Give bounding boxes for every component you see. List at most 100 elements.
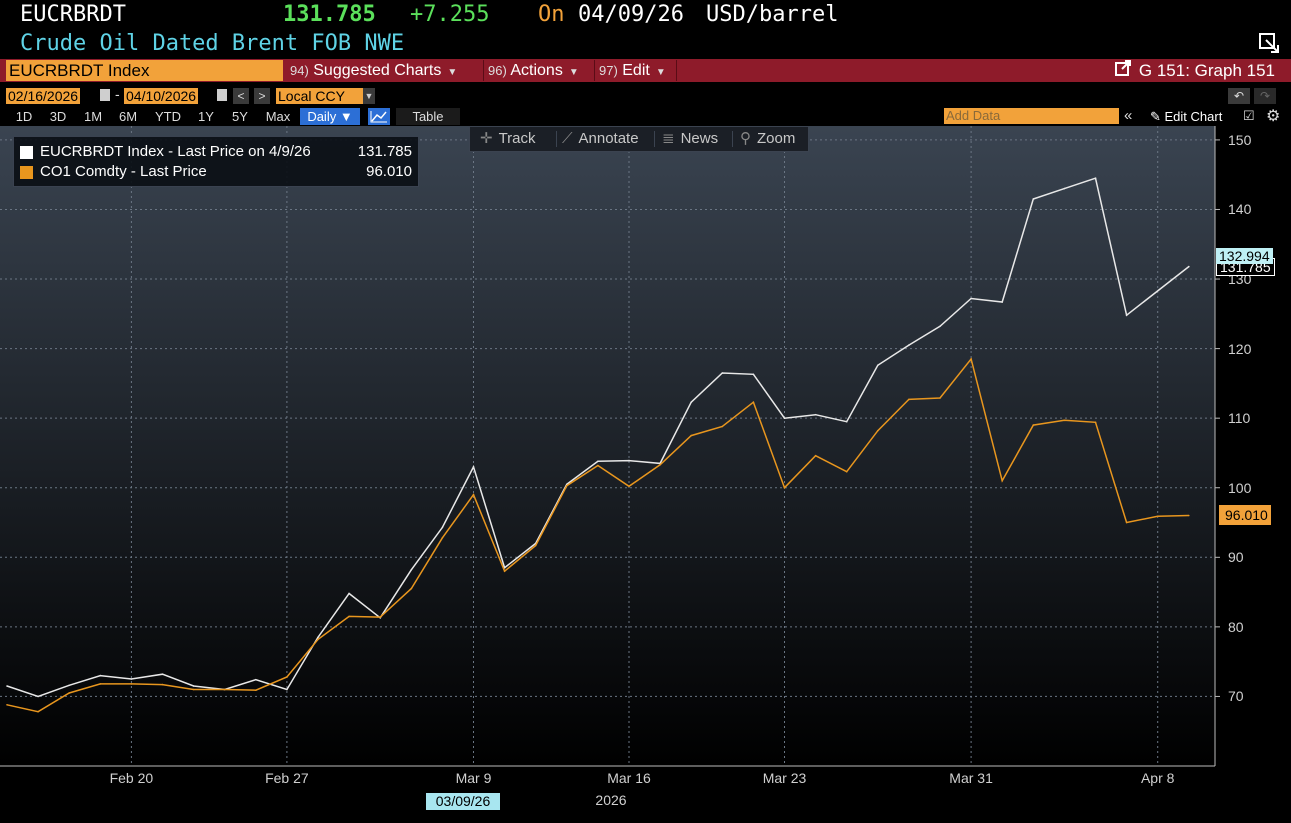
data-point bbox=[1125, 521, 1128, 524]
calendar-icon[interactable] bbox=[100, 89, 110, 101]
menu-bar bbox=[0, 59, 1291, 82]
cursor-price-tag: 132.994 bbox=[1216, 248, 1273, 264]
data-point bbox=[99, 683, 102, 685]
annotate-label: Annotate bbox=[578, 130, 639, 147]
prev-period-button[interactable]: < bbox=[233, 88, 249, 104]
calendar-icon[interactable] bbox=[217, 89, 227, 101]
graph-id-label: G 151: Graph 151 bbox=[1138, 61, 1275, 80]
range-ytd[interactable]: YTD bbox=[155, 109, 181, 124]
data-point bbox=[1063, 187, 1066, 190]
x-tick-label: Mar 16 bbox=[607, 770, 651, 786]
track-tool[interactable]: ✛ Track bbox=[480, 127, 536, 151]
data-point bbox=[908, 344, 910, 346]
y-tick-label: 140 bbox=[1228, 201, 1252, 218]
quote-header: EUCRBRDT 131.785 +7.255 On 04/09/26 USD/… bbox=[0, 0, 1291, 30]
expand-window-icon[interactable] bbox=[1258, 32, 1280, 54]
collapse-icon[interactable]: « bbox=[1124, 107, 1133, 124]
currency-select[interactable]: Local CCY bbox=[276, 88, 364, 104]
period-select[interactable]: Daily ▼ bbox=[300, 108, 360, 125]
table-button[interactable]: Table bbox=[396, 108, 460, 125]
data-point bbox=[255, 678, 257, 681]
chart-tools: ✛ Track ⟋ Annotate ≣ News ⚲ Zoom bbox=[469, 126, 809, 152]
range-1d[interactable]: 1D bbox=[15, 109, 33, 124]
chevron-down-icon[interactable]: ▼ bbox=[363, 88, 375, 104]
y-tick-label: 150 bbox=[1228, 131, 1252, 148]
suggested-charts-num: 94) bbox=[290, 63, 309, 78]
add-data-input[interactable]: Add Data bbox=[944, 108, 1119, 124]
price-chart[interactable] bbox=[0, 126, 1291, 823]
data-point bbox=[1188, 265, 1190, 268]
series-line-eucrbrdt[interactable] bbox=[6, 177, 1190, 698]
redo-button[interactable]: ↷ bbox=[1254, 88, 1276, 104]
legend-item-orange[interactable]: CO1 Comdty - Last Price 96.010 bbox=[20, 163, 412, 181]
y-tick-label: 90 bbox=[1228, 549, 1244, 566]
data-point bbox=[37, 710, 39, 713]
price-change: +7.255 bbox=[410, 2, 490, 27]
news-tool[interactable]: ≣ News bbox=[662, 127, 718, 151]
actions-menu[interactable]: 96) Actions ▼ bbox=[488, 60, 579, 81]
data-point bbox=[317, 638, 319, 641]
data-point bbox=[1188, 514, 1190, 517]
chart-legend[interactable]: EUCRBRDT Index - Last Price on 4/9/26 13… bbox=[13, 136, 419, 187]
data-point bbox=[597, 464, 599, 467]
next-period-button[interactable]: > bbox=[254, 88, 270, 104]
y-tick-label: 70 bbox=[1228, 688, 1244, 705]
grid bbox=[0, 126, 1215, 766]
range-3d[interactable]: 3D bbox=[49, 109, 67, 124]
y-tick-label: 120 bbox=[1228, 340, 1252, 357]
data-point bbox=[99, 674, 102, 677]
x-tick-label: Mar 23 bbox=[762, 770, 807, 786]
data-point bbox=[970, 297, 972, 300]
crosshair-icon: ✛ bbox=[480, 130, 493, 147]
end-date-input[interactable]: 04/10/2026 bbox=[124, 88, 199, 104]
data-point bbox=[877, 364, 879, 367]
data-point bbox=[597, 460, 599, 463]
range-1y[interactable]: 1Y bbox=[198, 109, 214, 124]
date-dash: - bbox=[115, 86, 120, 102]
data-point bbox=[721, 425, 724, 428]
data-point bbox=[814, 454, 817, 457]
gear-icon[interactable]: ⚙ bbox=[1266, 108, 1281, 125]
security-input[interactable]: EUCRBRDT Index bbox=[6, 60, 283, 81]
edit-menu[interactable]: 97) Edit ▼ bbox=[599, 60, 666, 81]
range-1m[interactable]: 1M bbox=[83, 109, 103, 124]
y-tick-label: 100 bbox=[1228, 479, 1252, 496]
data-point bbox=[845, 470, 848, 473]
undo-button[interactable]: ↶ bbox=[1228, 88, 1250, 104]
data-point bbox=[1063, 419, 1066, 422]
edit-chart-button[interactable]: ✎ Edit Chart bbox=[1150, 108, 1222, 125]
zoom-tool[interactable]: ⚲ Zoom bbox=[740, 127, 795, 151]
zoom-label: Zoom bbox=[757, 130, 796, 147]
range-6m[interactable]: 6M bbox=[118, 109, 138, 124]
data-point bbox=[68, 692, 70, 694]
data-point bbox=[286, 688, 288, 691]
start-date-input[interactable]: 02/16/2026 bbox=[6, 88, 81, 104]
data-point bbox=[68, 684, 70, 687]
data-point bbox=[1001, 480, 1003, 482]
series-group bbox=[6, 177, 1190, 713]
magnifier-icon: ⚲ bbox=[740, 130, 751, 147]
data-point bbox=[970, 358, 972, 360]
data-point bbox=[690, 434, 692, 437]
data-point bbox=[845, 420, 848, 423]
y-tick-label: 80 bbox=[1228, 618, 1244, 635]
legend-value: 96.010 bbox=[366, 163, 412, 180]
chevron-down-icon: ▼ bbox=[447, 67, 458, 78]
plot-background bbox=[0, 126, 1215, 766]
data-point bbox=[939, 325, 941, 328]
ticker: EUCRBRDT bbox=[20, 2, 126, 27]
data-point bbox=[317, 636, 319, 639]
data-point bbox=[783, 417, 786, 420]
annotate-tool[interactable]: ⟋ Annotate bbox=[562, 127, 639, 151]
data-point bbox=[6, 685, 8, 687]
year-label: 2026 bbox=[595, 792, 627, 808]
data-point bbox=[441, 537, 444, 539]
edit-box-icon[interactable]: ☑ bbox=[1243, 108, 1255, 123]
range-5y[interactable]: 5Y bbox=[232, 109, 248, 124]
range-max[interactable]: Max bbox=[265, 109, 291, 124]
suggested-charts-menu[interactable]: 94) Suggested Charts ▼ bbox=[290, 60, 457, 81]
legend-item-white[interactable]: EUCRBRDT Index - Last Price on 4/9/26 13… bbox=[20, 143, 412, 161]
graph-id-link[interactable]: G 151: Graph 151 bbox=[1114, 60, 1275, 81]
data-point bbox=[939, 397, 941, 399]
line-chart-icon[interactable] bbox=[368, 108, 390, 125]
